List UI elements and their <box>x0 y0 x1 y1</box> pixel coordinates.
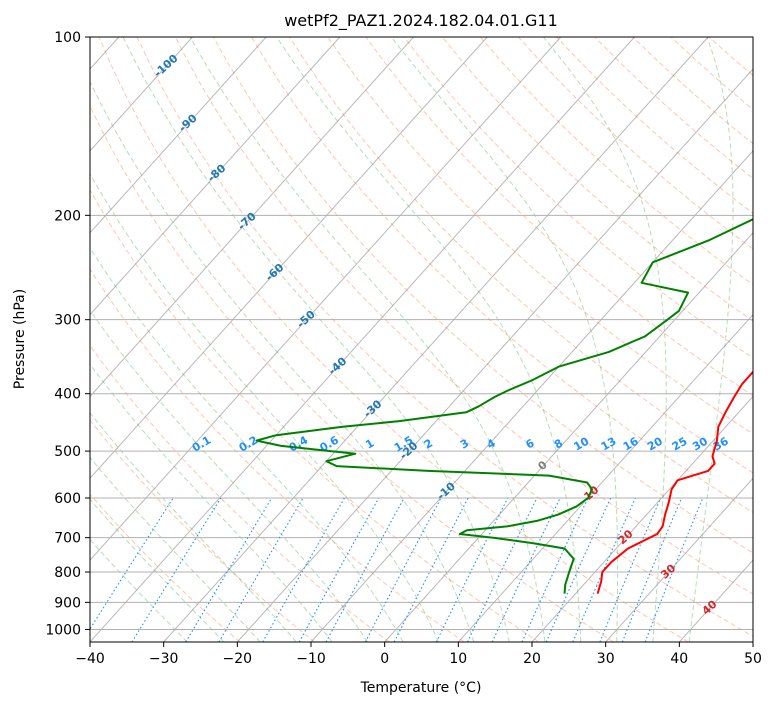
isotherm-line <box>90 37 562 561</box>
x-tick-label: 20 <box>523 651 541 667</box>
moist-adiabat-line <box>90 411 297 642</box>
isotherm-line <box>90 37 193 152</box>
y-tick-label: 900 <box>54 595 81 611</box>
x-tick-label: 50 <box>744 651 762 667</box>
mixing-ratio-line <box>521 497 589 642</box>
y-tick-label: 400 <box>54 387 81 403</box>
isotherm-line <box>163 37 709 642</box>
isotherm-line <box>90 37 267 234</box>
moist-adiabat-line <box>189 37 546 642</box>
plot-frame <box>89 36 754 643</box>
moist-adiabat-line <box>688 37 734 642</box>
isotherm-line <box>90 37 341 316</box>
y-tick-label: 600 <box>54 491 81 507</box>
moist-adiabat-line <box>90 539 188 642</box>
chart-title: wetPf2_PAZ1.2024.182.04.01.G11 <box>284 11 558 31</box>
moist-adiabat-line <box>90 80 475 642</box>
isotherm-line <box>310 150 753 642</box>
moist-adiabat-line <box>276 37 582 642</box>
x-tick-label: 40 <box>670 651 688 667</box>
mixing-ratio-line <box>572 497 636 642</box>
moist-adiabat-line <box>543 37 667 642</box>
mixing-ratio-line <box>364 497 442 642</box>
mixing-ratio-line <box>467 497 538 642</box>
x-tick-label: 10 <box>449 651 467 667</box>
dry-adiabat-line <box>327 37 753 435</box>
moist-adiabat-line <box>122 37 510 642</box>
background-lines <box>90 37 753 642</box>
x-tick-label: 30 <box>597 651 615 667</box>
x-tick-label: −10 <box>296 651 326 667</box>
mixing-ratio-line <box>131 497 222 642</box>
moist-adiabat-line <box>90 498 225 642</box>
mixing-ratio-line <box>435 497 509 642</box>
y-axis-label: Pressure (hPa) <box>12 289 28 389</box>
mixing-ratio-line <box>491 497 561 642</box>
x-tick-label: 0 <box>380 651 389 667</box>
x-tick-label: −40 <box>75 651 105 667</box>
isotherm-line <box>457 313 753 642</box>
x-axis-label: Temperature (°C) <box>360 680 482 696</box>
mixing-ratio-line <box>621 497 683 642</box>
dry-adiabat-line <box>90 104 614 642</box>
isotherm-line <box>90 37 635 642</box>
mixing-ratio-line <box>185 497 273 642</box>
isotherm-line <box>90 37 488 480</box>
dewpoint-profile-line <box>255 218 753 594</box>
mixing-ratio-line <box>644 497 704 642</box>
y-tick-label: 200 <box>54 208 81 224</box>
temperature-profile-line <box>596 370 753 594</box>
y-axis-ticks: 100 200 300 400 500 600 700 800 900 1000 <box>45 30 90 638</box>
x-tick-label: −30 <box>149 651 179 667</box>
profile-lines <box>255 218 753 594</box>
isotherm-line <box>90 37 414 398</box>
y-tick-label: 500 <box>54 444 81 460</box>
y-tick-label: 800 <box>54 565 81 581</box>
dry-adiabat-line <box>90 344 390 642</box>
moist-adiabat-line <box>90 172 439 642</box>
dry-adiabat-line <box>212 37 753 554</box>
y-tick-label: 300 <box>54 313 81 329</box>
isotherm-line <box>531 395 753 642</box>
moist-adiabat-line <box>90 247 404 642</box>
dry-adiabat-line <box>90 188 540 642</box>
mixing-ratio-line <box>90 497 174 630</box>
dry-adiabat-line <box>441 37 753 322</box>
isotherm-line <box>605 477 753 642</box>
mixing-ratio-line <box>545 497 612 642</box>
mixing-ratio-line <box>393 497 469 642</box>
y-tick-label: 700 <box>54 531 81 547</box>
moist-adiabat-line <box>90 309 369 642</box>
moist-adiabat-line <box>390 37 619 642</box>
moist-adiabat-line <box>90 456 261 642</box>
y-tick-label: 1000 <box>45 622 81 638</box>
x-tick-label: −20 <box>223 651 253 667</box>
dry-adiabat-line <box>479 37 753 286</box>
dry-adiabat-line <box>174 37 753 595</box>
moist-adiabat-line <box>90 363 333 642</box>
mixing-ratio-line <box>599 497 662 642</box>
dry-adiabat-line <box>365 37 753 397</box>
mixing-ratio-line <box>325 497 405 642</box>
dry-adiabat-line <box>251 37 753 514</box>
isotherm-line <box>236 68 753 642</box>
dry-adiabat-line <box>90 419 316 642</box>
x-axis-ticks: −40 −30 −20 −10 0 10 20 30 40 50 <box>75 642 762 667</box>
dry-adiabat-line <box>98 37 689 642</box>
y-tick-label: 100 <box>54 30 81 46</box>
isotherm-line <box>384 231 753 642</box>
